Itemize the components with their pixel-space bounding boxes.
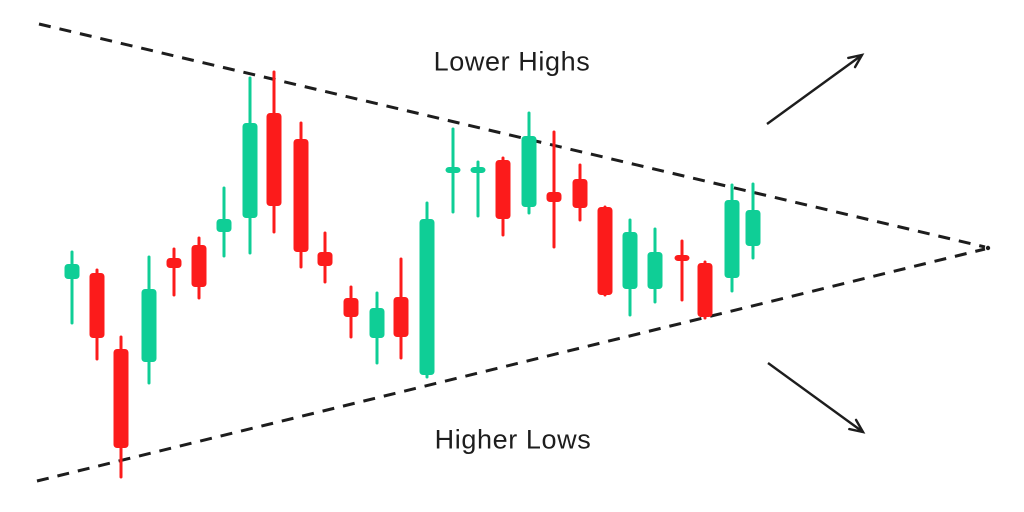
candle-24-up <box>647 227 663 304</box>
candle-body <box>343 298 359 317</box>
candle-body <box>317 252 333 266</box>
candle-3-down <box>113 335 129 479</box>
candle-13-up <box>369 291 385 365</box>
candle-body <box>191 245 207 287</box>
candle-12-down <box>343 285 359 339</box>
candle-body <box>293 139 309 252</box>
candle-2-down <box>89 268 105 361</box>
candle-1-up <box>64 250 80 325</box>
candle-11-down <box>317 231 333 284</box>
arrows-layer <box>766 53 866 434</box>
candle-body <box>393 297 409 337</box>
candle-20-down <box>546 130 562 249</box>
candle-body <box>521 136 537 207</box>
candle-9-down <box>266 70 282 234</box>
candle-body <box>166 258 182 268</box>
candle-body <box>470 167 486 173</box>
arrow-down-right-shaft <box>767 362 864 433</box>
candle-body <box>266 113 282 206</box>
candle-body <box>745 210 761 246</box>
candle-body <box>674 255 690 261</box>
candle-26-down <box>697 260 713 320</box>
candle-body <box>141 289 157 362</box>
arrow-down-right-head-icon <box>848 418 866 434</box>
candle-body <box>89 273 105 338</box>
candle-body <box>622 232 638 289</box>
candle-25-down <box>674 239 690 302</box>
candle-body <box>419 219 435 375</box>
candle-10-down <box>293 121 309 269</box>
candle-4-up <box>141 255 157 385</box>
candle-22-down <box>597 205 613 297</box>
lower-highs-label: Lower Highs <box>433 46 591 77</box>
candle-body <box>64 264 80 279</box>
candles-layer <box>64 70 761 479</box>
candle-21-down <box>572 163 588 222</box>
candle-18-down <box>495 156 511 237</box>
candle-body <box>445 167 461 173</box>
candle-body <box>597 207 613 295</box>
apex-dot <box>985 245 991 251</box>
candle-23-up <box>622 218 638 317</box>
candle-body <box>369 308 385 338</box>
trendline-upper-resistance <box>38 22 986 249</box>
candle-14-down <box>393 257 409 360</box>
candle-8-up <box>242 76 258 255</box>
candle-5-down <box>166 247 182 297</box>
trendlines-layer <box>36 22 991 483</box>
arrow-up-right-shaft <box>766 54 863 125</box>
candle-15-up <box>419 201 435 379</box>
candle-body <box>572 179 588 208</box>
candle-body <box>546 192 562 202</box>
candle-19-up <box>521 111 537 215</box>
candle-body <box>242 123 258 218</box>
trendline-lower-support <box>36 247 986 483</box>
candle-body <box>495 160 511 219</box>
arrow-up-right-head-icon <box>847 53 865 69</box>
candle-body <box>216 219 232 232</box>
candle-body <box>697 263 713 317</box>
candle-28-up <box>745 182 761 260</box>
candle-body <box>724 200 740 278</box>
candle-16-up <box>445 127 461 214</box>
candle-27-up <box>724 183 740 293</box>
higher-lows-label: Higher Lows <box>434 424 592 455</box>
candle-body <box>113 349 129 448</box>
arrow-up-right <box>766 53 865 125</box>
arrow-down-right <box>767 362 866 434</box>
candle-7-up <box>216 186 232 258</box>
candle-6-down <box>191 236 207 300</box>
candle-body <box>647 252 663 289</box>
candle-17-up <box>470 160 486 218</box>
